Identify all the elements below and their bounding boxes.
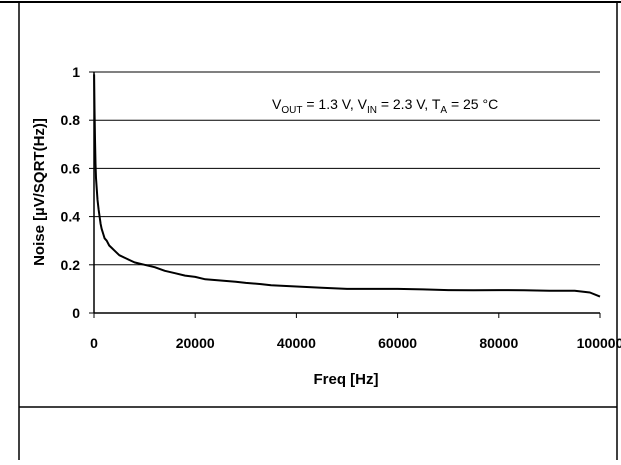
noise-series-line [93,74,601,298]
x-tick-label: 0 [90,335,98,351]
annotation-vout-symbol: V [272,96,282,112]
annotation-ta-subscript: A [440,105,447,116]
y-tick-label: 1 [72,64,80,80]
annotation-ta-symbol: T [432,96,441,112]
x-tick-labels: 0 20000 40000 60000 80000 100000 [90,335,621,351]
y-tick-label: 0 [72,305,80,321]
grid-lines [94,71,600,266]
x-axis-title: Freq [Hz] [314,371,379,388]
x-tick-label: 40000 [277,335,316,351]
y-tick-label: 0.4 [61,209,81,225]
annotation-vout-subscript: OUT [281,105,302,116]
y-tick-label: 0.2 [61,257,81,273]
x-tick-label: 100000 [577,335,621,351]
annotation-vout-value: = 1.3 V, [302,96,357,112]
annotation-ta-value: = 25 °C [447,96,498,112]
x-tick-label: 80000 [479,335,518,351]
y-axis-title: Noise [µV/SQRT(Hz)] [31,118,48,266]
y-tick-label: 0.6 [61,160,81,176]
y-tick-labels: 0 0.2 0.4 0.6 0.8 1 [61,64,81,321]
annotation-vin-subscript: IN [367,105,377,116]
x-tick-label: 60000 [378,335,417,351]
series-lines [93,74,601,298]
annotation: VOUT = 1.3 V, VIN = 2.3 V, TA = 25 °C [272,96,498,116]
annotation-vin-value: = 2.3 V, [377,96,432,112]
annotation-vin-symbol: V [358,96,368,112]
x-tick-label: 20000 [176,335,215,351]
y-tick-label: 0.8 [61,112,81,128]
